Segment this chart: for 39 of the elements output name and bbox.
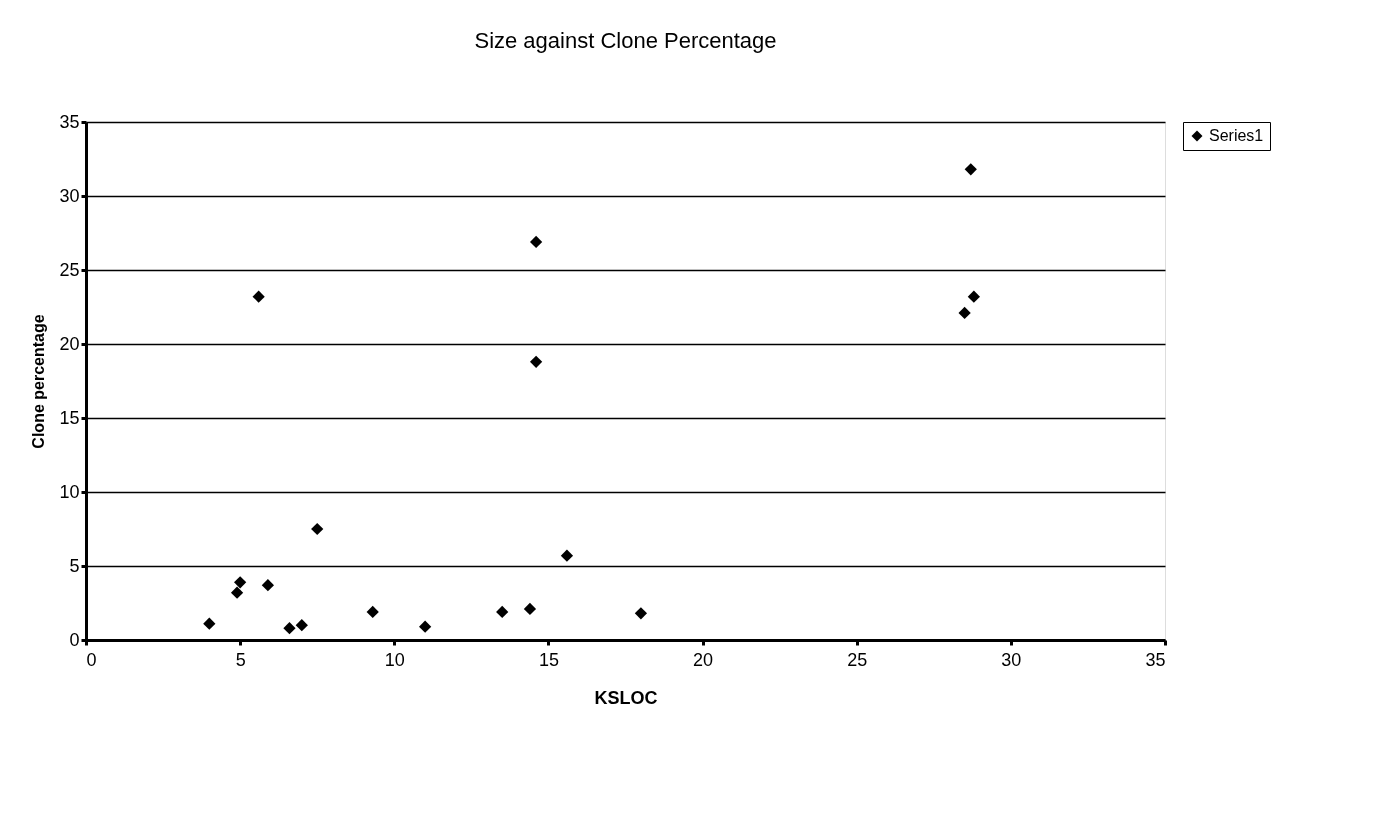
point bbox=[261, 579, 275, 592]
x-axis-title: KSLOC bbox=[594, 687, 658, 708]
point bbox=[311, 522, 324, 536]
y-tick-label: 0 bbox=[69, 629, 80, 650]
x-tick-label: 10 bbox=[384, 649, 405, 670]
y-tick-label: 25 bbox=[59, 259, 80, 280]
x-tick-label: 30 bbox=[1001, 649, 1022, 670]
point bbox=[496, 605, 509, 618]
chart-title: Size against Clone Percentage bbox=[474, 28, 777, 53]
x-tick-label: 15 bbox=[538, 649, 559, 670]
point bbox=[230, 586, 244, 599]
point bbox=[366, 605, 379, 618]
y-tick-label: 30 bbox=[59, 185, 80, 206]
point bbox=[234, 576, 247, 589]
x-tick-label: 20 bbox=[693, 649, 714, 670]
y-tick-label: 35 bbox=[59, 111, 80, 132]
point bbox=[252, 290, 265, 303]
point bbox=[529, 235, 543, 248]
point bbox=[964, 163, 977, 176]
x-tick-label: 5 bbox=[235, 649, 246, 670]
point bbox=[529, 355, 543, 368]
point bbox=[283, 622, 296, 635]
y-tick-label: 5 bbox=[69, 555, 80, 576]
y-tick-label: 10 bbox=[59, 481, 80, 502]
x-tick-label: 35 bbox=[1145, 649, 1166, 670]
y-tick-label: 20 bbox=[59, 333, 80, 354]
point bbox=[958, 306, 971, 320]
y-tick-label: 15 bbox=[59, 407, 80, 428]
point bbox=[523, 602, 537, 616]
legend-label: Series1 bbox=[1209, 127, 1264, 144]
point bbox=[967, 290, 980, 303]
point bbox=[418, 620, 432, 633]
x-tick-label: 25 bbox=[847, 649, 868, 670]
point bbox=[295, 619, 308, 632]
point bbox=[203, 617, 216, 630]
point bbox=[634, 607, 648, 620]
x-tick-label: 0 bbox=[86, 649, 97, 670]
y-axis-title: Clone percentage bbox=[30, 314, 48, 449]
point bbox=[560, 549, 574, 562]
